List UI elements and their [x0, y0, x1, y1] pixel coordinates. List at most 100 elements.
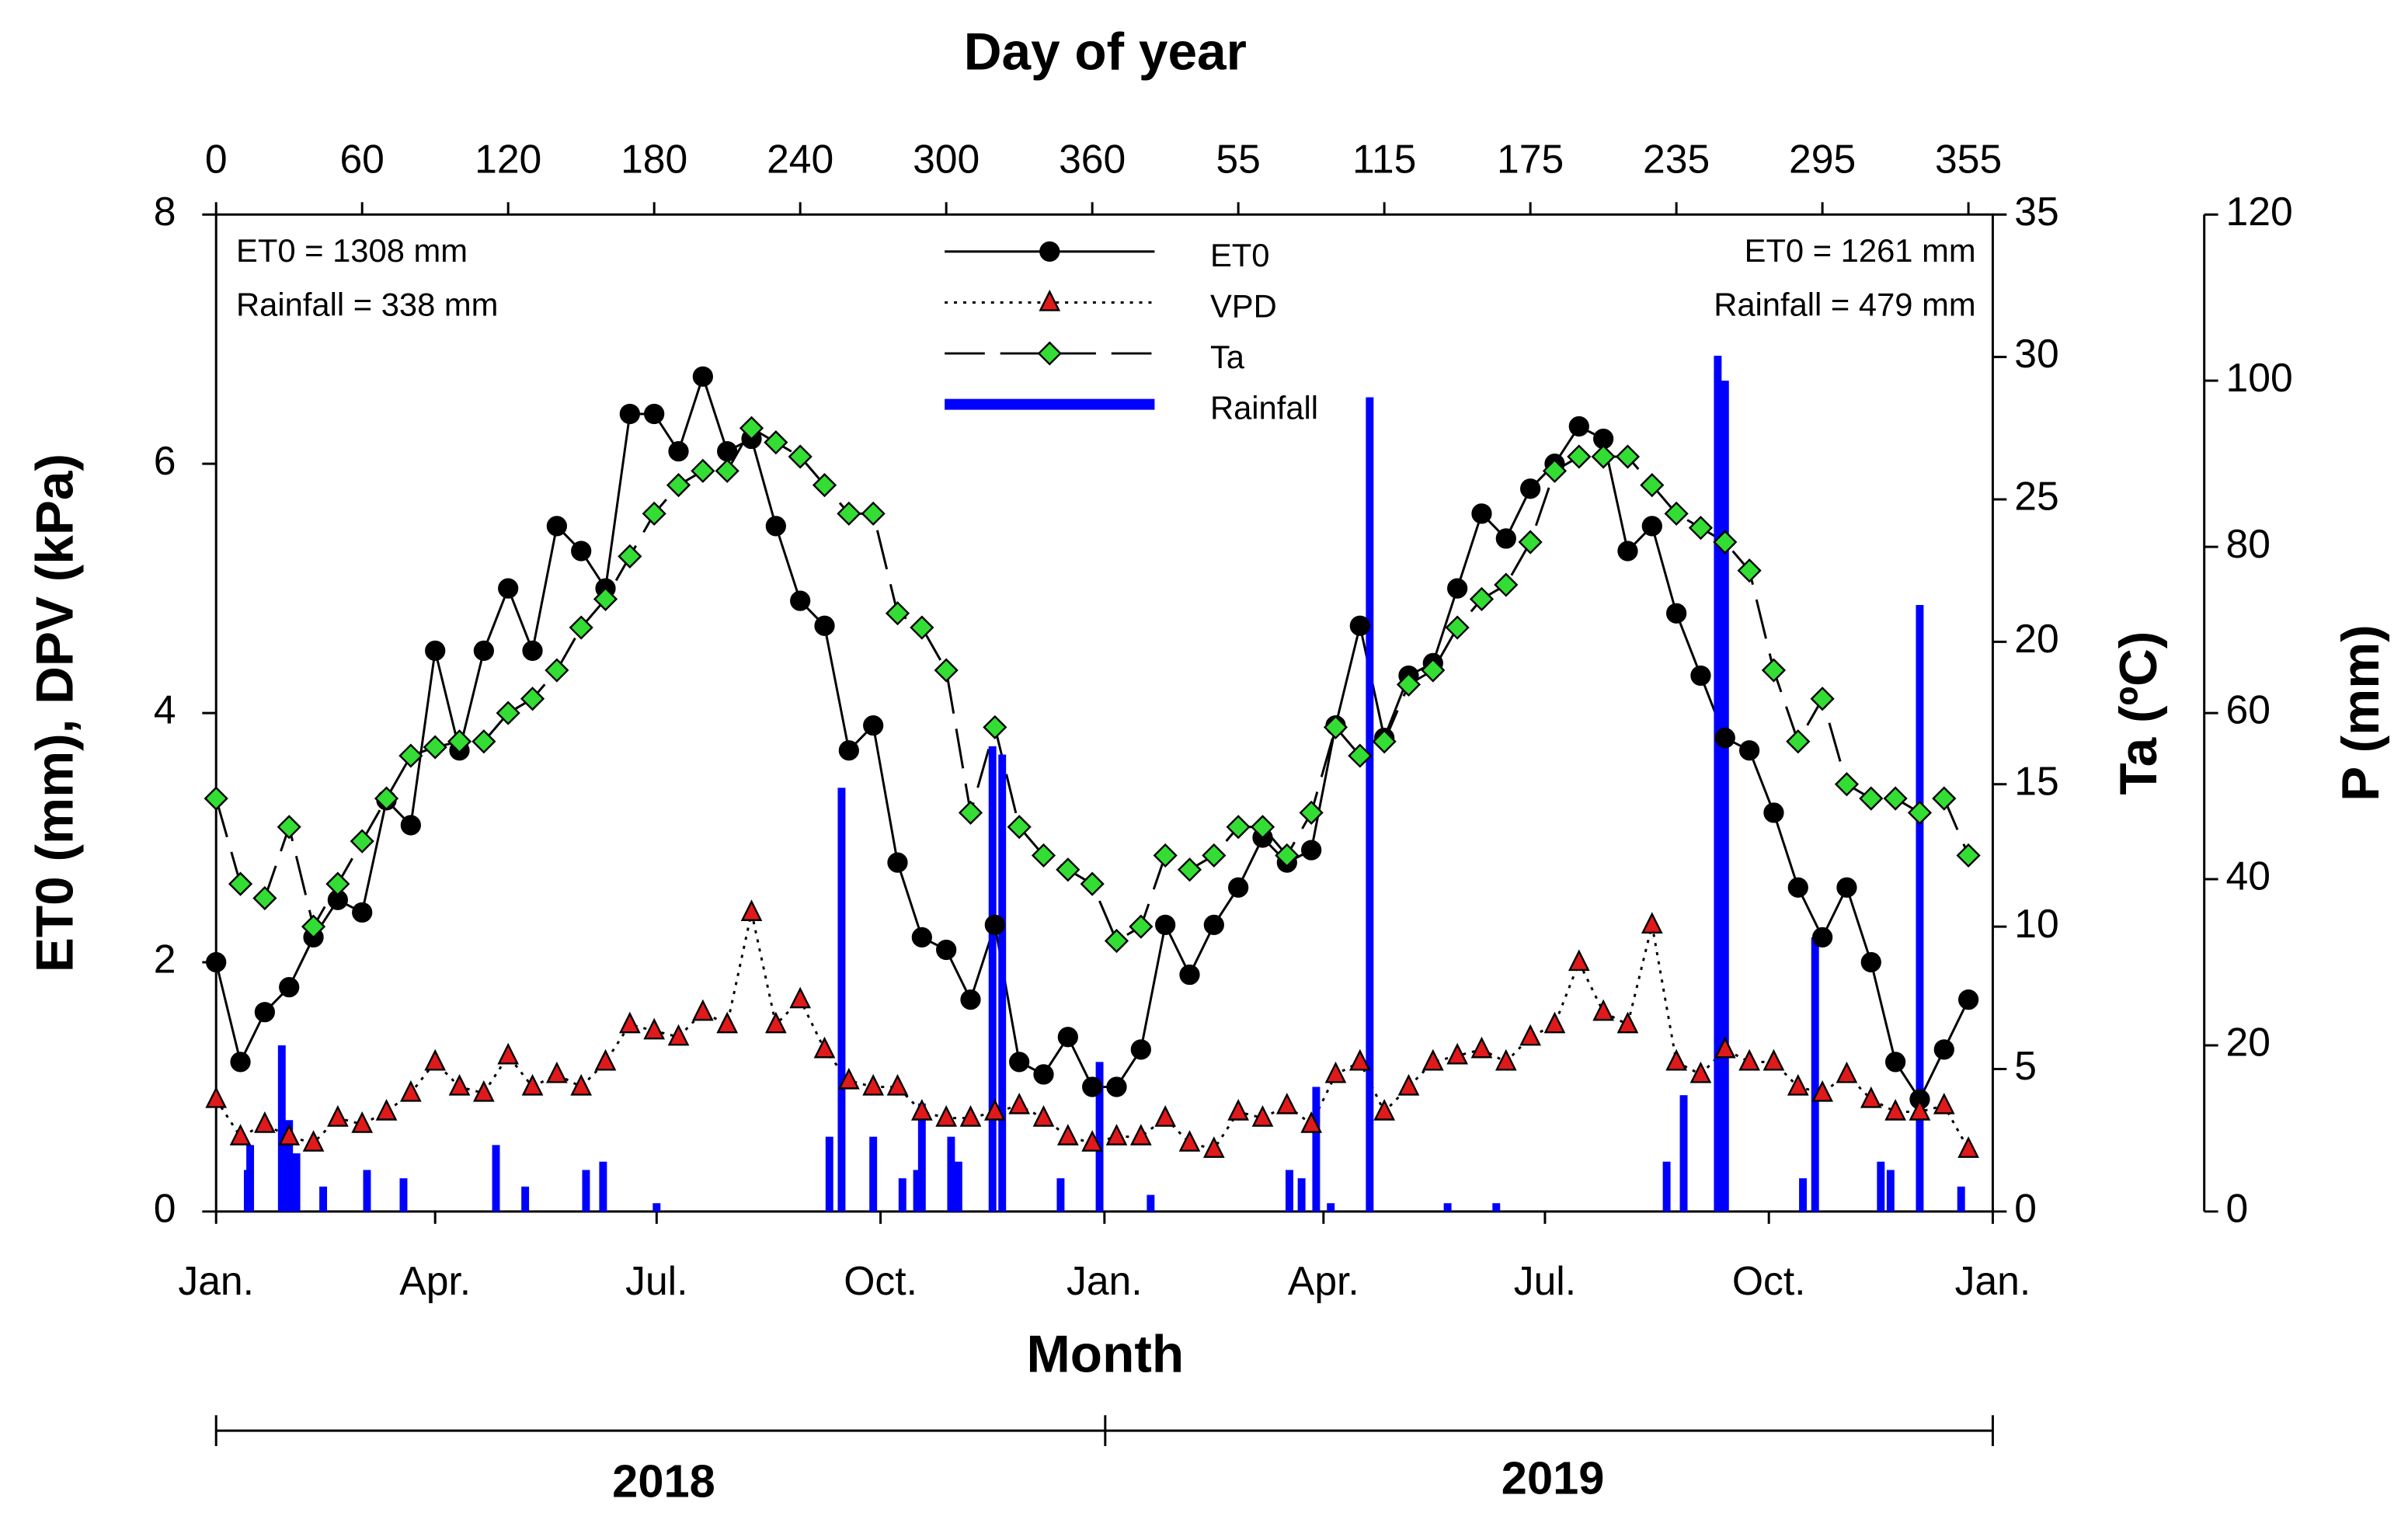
marker: [375, 1098, 398, 1121]
marker: [1836, 1061, 1858, 1083]
marker: [691, 458, 715, 483]
marker: [1033, 1064, 1054, 1085]
marker: [1349, 615, 1370, 636]
rain-bar: [492, 1145, 500, 1212]
marker: [814, 615, 835, 636]
marker: [1275, 1092, 1298, 1114]
marker: [1812, 927, 1833, 948]
y2-tick-label: 0: [2014, 1186, 2037, 1231]
x-tick-label: Jan.: [178, 1258, 254, 1303]
marker: [1445, 615, 1470, 640]
annotation: ET0 = 1308 mm: [236, 232, 468, 269]
marker: [1542, 458, 1568, 483]
x-tick-label: Jul.: [1514, 1258, 1576, 1303]
marker: [691, 999, 714, 1021]
marker: [1640, 473, 1665, 498]
y3-tick-label: 100: [2226, 355, 2293, 400]
marker: [1007, 815, 1032, 840]
rain-bar: [1285, 1170, 1293, 1212]
rain-bar: [1662, 1161, 1671, 1212]
marker: [1860, 1086, 1882, 1108]
marker: [862, 1073, 885, 1096]
marker: [1641, 516, 1662, 537]
marker: [400, 1080, 422, 1102]
rain-bar: [292, 1153, 301, 1212]
y-tick-label: 4: [154, 687, 176, 732]
marker: [545, 658, 569, 683]
marker: [1665, 1048, 1687, 1071]
marker: [1860, 951, 1881, 973]
marker: [1520, 478, 1541, 499]
x-tick-label: Oct.: [1732, 1258, 1806, 1303]
marker: [740, 899, 763, 921]
marker: [813, 1036, 836, 1059]
marker: [1421, 658, 1446, 683]
marker: [935, 1105, 958, 1127]
marker: [302, 1130, 325, 1152]
marker: [717, 440, 738, 462]
marker: [350, 829, 374, 854]
marker: [206, 951, 227, 973]
marker: [910, 615, 934, 640]
marker: [1519, 1024, 1541, 1046]
marker: [497, 1042, 520, 1065]
marker: [984, 914, 1005, 935]
rain-bar: [1297, 1178, 1306, 1212]
legend: ET0 VPD Ta Rainfall: [945, 237, 1318, 426]
marker: [885, 601, 910, 626]
x2-tick-label: 120: [475, 136, 541, 181]
marker: [618, 544, 642, 568]
x2-tick-label: 295: [1789, 136, 1856, 181]
marker: [1397, 1073, 1420, 1096]
marker: [1056, 1124, 1079, 1146]
marker: [1543, 1011, 1566, 1034]
rain-bar: [869, 1136, 878, 1212]
rain-bar: [521, 1186, 530, 1212]
marker: [400, 815, 421, 836]
x2-tick-label: 115: [1352, 136, 1416, 181]
x2-tick-label: 180: [621, 136, 687, 181]
marker: [546, 1061, 568, 1083]
marker: [301, 914, 326, 939]
marker: [643, 1017, 666, 1040]
marker: [1177, 857, 1202, 882]
rain-bar: [1877, 1161, 1885, 1212]
y2-tick-label: 5: [2014, 1043, 2037, 1088]
marker: [352, 902, 373, 923]
marker: [1154, 1105, 1177, 1127]
marker: [1616, 1011, 1639, 1034]
marker: [764, 430, 788, 455]
marker: [593, 586, 618, 611]
marker: [1421, 1048, 1444, 1071]
rain-bar: [1886, 1170, 1895, 1212]
marker: [715, 458, 739, 483]
marker: [1834, 772, 1860, 797]
x-tick-label: Jan.: [1955, 1258, 2031, 1303]
marker: [594, 1048, 617, 1071]
marker: [569, 615, 593, 640]
marker: [1763, 802, 1784, 823]
marker: [910, 1098, 933, 1121]
marker: [1348, 1048, 1371, 1071]
marker: [278, 1124, 301, 1146]
y-tick-label: 0: [154, 1186, 176, 1231]
x-tick-label: Apr.: [1288, 1258, 1359, 1303]
marker: [1690, 665, 1711, 687]
marker: [837, 501, 861, 526]
x-tick-label: Jul.: [625, 1258, 687, 1303]
marker: [1786, 729, 1811, 754]
y2-tick-label: 20: [2014, 616, 2058, 661]
marker: [1738, 1048, 1760, 1071]
marker: [327, 1105, 349, 1127]
marker: [1495, 1048, 1517, 1071]
y2-tick-label: 35: [2014, 189, 2058, 234]
marker: [1081, 1130, 1104, 1152]
marker: [1082, 1076, 1103, 1097]
marker: [1080, 871, 1105, 896]
rain-bar: [277, 1045, 286, 1212]
marker: [252, 885, 277, 911]
marker: [1057, 1027, 1078, 1048]
marker: [1202, 843, 1227, 868]
marker: [1568, 416, 1589, 437]
